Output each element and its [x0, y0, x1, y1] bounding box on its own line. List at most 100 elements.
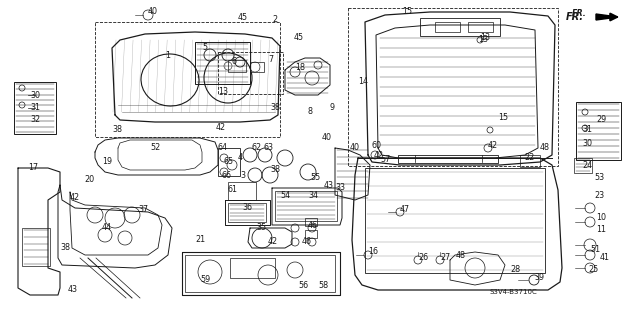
Text: 39: 39 — [534, 273, 544, 283]
Text: 51: 51 — [590, 246, 600, 255]
Text: 60: 60 — [372, 140, 382, 150]
Text: S3V4-B3710C: S3V4-B3710C — [490, 289, 538, 295]
Bar — [228, 182, 256, 200]
Bar — [365, 168, 545, 273]
Text: 35: 35 — [256, 224, 266, 233]
Bar — [195, 42, 250, 84]
Text: 42: 42 — [488, 140, 498, 150]
Bar — [574, 158, 592, 173]
Bar — [228, 203, 266, 222]
Text: FR.: FR. — [566, 12, 584, 22]
Text: 46: 46 — [308, 220, 318, 229]
Text: 40: 40 — [350, 144, 360, 152]
Text: 46: 46 — [302, 238, 312, 247]
Text: 55: 55 — [310, 174, 320, 182]
Bar — [218, 52, 283, 94]
Text: 21: 21 — [195, 235, 205, 244]
Text: 2: 2 — [272, 16, 277, 25]
Text: 11: 11 — [596, 226, 606, 234]
Bar — [185, 255, 335, 292]
Text: 59: 59 — [200, 276, 211, 285]
Text: 30: 30 — [30, 91, 40, 100]
Text: FR.: FR. — [572, 10, 587, 19]
Text: 18: 18 — [295, 63, 305, 72]
Text: 43: 43 — [68, 286, 78, 294]
Text: 44: 44 — [102, 224, 112, 233]
Text: 66: 66 — [222, 170, 232, 180]
Text: 6: 6 — [232, 57, 237, 66]
Text: 47: 47 — [400, 205, 410, 214]
Text: 15: 15 — [402, 8, 412, 17]
Text: 38: 38 — [112, 125, 122, 135]
Text: 38: 38 — [270, 166, 280, 174]
Text: 22: 22 — [524, 153, 534, 162]
Text: 58: 58 — [318, 280, 328, 290]
Text: 31: 31 — [30, 103, 40, 113]
Text: 45: 45 — [238, 13, 248, 23]
Text: 57: 57 — [380, 155, 390, 165]
Bar — [520, 155, 540, 167]
Bar — [348, 8, 558, 166]
Text: 34: 34 — [308, 190, 318, 199]
Text: 65: 65 — [224, 158, 234, 167]
Text: 13: 13 — [218, 87, 228, 97]
Text: 41: 41 — [600, 254, 610, 263]
Text: 45: 45 — [294, 33, 304, 42]
Text: 40: 40 — [148, 8, 158, 17]
Text: 26: 26 — [418, 254, 428, 263]
Text: 43: 43 — [324, 181, 334, 189]
Polygon shape — [596, 14, 618, 20]
Bar — [435, 22, 460, 32]
Bar — [398, 155, 498, 163]
Text: 4: 4 — [238, 153, 243, 162]
Bar — [576, 102, 621, 160]
Text: 5: 5 — [202, 43, 207, 53]
Text: 53: 53 — [594, 174, 604, 182]
Text: 10: 10 — [596, 213, 606, 222]
Text: 48: 48 — [540, 144, 550, 152]
Text: 38: 38 — [60, 243, 70, 253]
Text: 25: 25 — [588, 265, 598, 275]
Text: 19: 19 — [102, 158, 112, 167]
Text: 8: 8 — [308, 108, 313, 116]
Text: 40: 40 — [322, 133, 332, 143]
Text: 24: 24 — [582, 160, 592, 169]
Text: 52: 52 — [150, 144, 160, 152]
Bar — [305, 230, 317, 238]
Text: 7: 7 — [268, 56, 273, 64]
Text: 32: 32 — [30, 115, 40, 124]
Text: 13: 13 — [480, 33, 490, 42]
Text: 63: 63 — [264, 144, 274, 152]
Text: 16: 16 — [368, 248, 378, 256]
Text: 1: 1 — [165, 50, 170, 60]
Bar — [95, 22, 280, 137]
Text: 64: 64 — [218, 144, 228, 152]
Bar — [275, 191, 337, 221]
Bar — [305, 218, 317, 226]
Bar — [420, 18, 500, 36]
Text: 9: 9 — [330, 103, 335, 113]
Text: 15: 15 — [498, 114, 508, 122]
Text: 17: 17 — [28, 164, 38, 173]
Bar — [218, 148, 240, 176]
Text: 36: 36 — [242, 204, 252, 212]
Text: 56: 56 — [298, 280, 308, 290]
Text: 31: 31 — [582, 125, 592, 135]
Bar — [250, 62, 264, 72]
Text: 48: 48 — [456, 250, 466, 259]
Text: 42: 42 — [374, 151, 384, 160]
Text: 42: 42 — [70, 194, 80, 203]
Bar — [22, 228, 50, 266]
Text: 20: 20 — [84, 175, 94, 184]
Text: 27: 27 — [440, 254, 451, 263]
Bar — [228, 60, 246, 72]
Text: 13: 13 — [478, 35, 488, 44]
Text: 33: 33 — [335, 183, 345, 192]
Text: 54: 54 — [280, 190, 290, 199]
Bar — [468, 22, 493, 32]
Bar — [14, 82, 56, 134]
Text: 14: 14 — [358, 78, 368, 86]
Text: 28: 28 — [510, 265, 520, 275]
Text: 42: 42 — [216, 123, 226, 132]
Text: 3: 3 — [240, 170, 245, 180]
